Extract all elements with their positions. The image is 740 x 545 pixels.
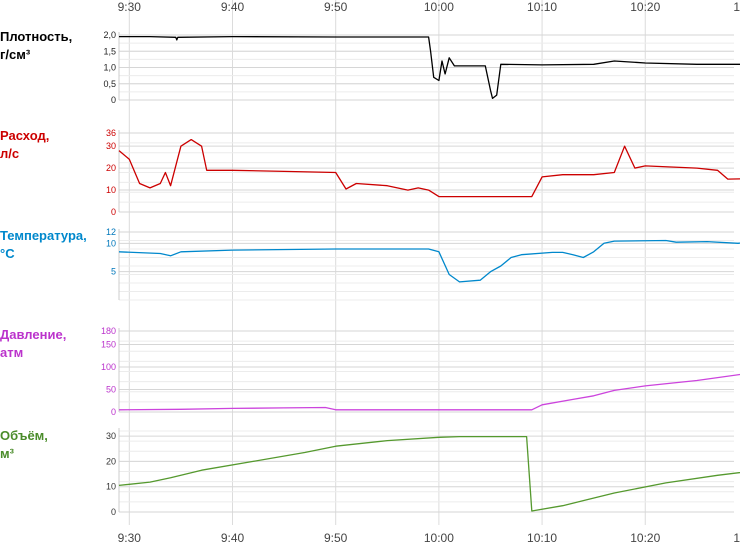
panel-label-line2: м³ [0, 446, 14, 461]
y-tick-label: 0 [111, 207, 116, 217]
y-tick-label: 30 [106, 431, 116, 441]
series-line-pressure [118, 373, 740, 411]
panel-label-line1: Расход, [0, 128, 50, 143]
x-tick-label-top: 10:30 [733, 0, 740, 14]
panel-label-line2: °С [0, 246, 15, 261]
y-tick-label: 0 [111, 507, 116, 517]
y-tick-label: 12 [106, 227, 116, 237]
panel-density: 0 0,5 1,0 1,5 2,0 [103, 30, 740, 105]
x-tick-label-bottom: 10:30 [733, 531, 740, 545]
panel-volume: 0 10 20 30 [106, 428, 740, 517]
series-line-density [119, 35, 740, 100]
x-axis-ticks: 9:30 9:30 9:40 9:40 9:50 9:50 10:00 10:00 10:10 1… [118, 0, 740, 545]
x-tick-label-top: 10:10 [527, 0, 557, 14]
y-tick-label: 150 [101, 340, 116, 350]
y-tick-label: 180 [101, 326, 116, 336]
y-tick-label: 0 [111, 95, 116, 105]
series-line-flow [118, 138, 740, 198]
y-tick-label: 20 [106, 456, 116, 466]
x-tick-label-bottom: 9:50 [324, 531, 348, 545]
panel-pressure: 0 50 100 150 180 [101, 326, 740, 417]
x-tick-label-top: 10:00 [424, 0, 454, 14]
y-tick-label: 30 [106, 141, 116, 151]
x-tick-label-bottom: 10:10 [527, 531, 557, 545]
y-tick-label: 2,0 [103, 30, 116, 40]
panel-label-temp: Температура, °С [0, 227, 87, 263]
panel-label-line1: Плотность, [0, 29, 73, 44]
y-tick-label: 10 [106, 238, 116, 248]
y-tick-label: 20 [106, 163, 116, 173]
x-tick-label-bottom: 10:20 [630, 531, 660, 545]
panel-label-line1: Давление, [0, 327, 67, 342]
grid-layer [128, 0, 646, 525]
x-tick-label-top: 10:20 [630, 0, 660, 14]
y-tick-label: 5 [111, 267, 116, 277]
panel-label-density: Плотность, г/см³ [0, 28, 72, 64]
x-tick-label-top: 9:50 [324, 0, 348, 14]
panel-label-flow: Расход, л/с [0, 127, 49, 163]
x-tick-label-top: 9:40 [221, 0, 245, 14]
y-tick-label: 36 [106, 128, 116, 138]
y-tick-label: 0,5 [103, 79, 116, 89]
y-tick-label: 0 [111, 407, 116, 417]
panel-flow: 0 10 20 30 36 [106, 128, 740, 217]
y-tick-label: 10 [106, 482, 116, 492]
panel-label-pressure: Давление, атм [0, 326, 66, 362]
panel-label-line1: Объём, [0, 428, 48, 443]
y-tick-label: 50 [106, 385, 116, 395]
panel-layer: 00,51,01,52,0010203036510120501001501800… [101, 30, 740, 517]
panel-label-line2: г/см³ [0, 47, 31, 62]
series-line-volume [118, 435, 740, 512]
panel-label-volume: Объём, м³ [0, 427, 48, 463]
panel-label-line2: л/с [0, 146, 20, 161]
y-tick-label: 1,5 [103, 46, 116, 56]
x-tick-label-bottom: 9:30 [118, 531, 142, 545]
panel-label-line1: Температура, [0, 228, 87, 243]
y-tick-label: 100 [101, 362, 116, 372]
x-tick-label-bottom: 9:40 [221, 531, 245, 545]
y-tick-label: 10 [106, 185, 116, 195]
panel-label-line2: атм [0, 345, 24, 360]
x-tick-label-bottom: 10:00 [424, 531, 454, 545]
x-tick-label-top: 9:30 [118, 0, 142, 14]
y-tick-label: 1,0 [103, 63, 116, 73]
series-line-temp [118, 239, 740, 283]
